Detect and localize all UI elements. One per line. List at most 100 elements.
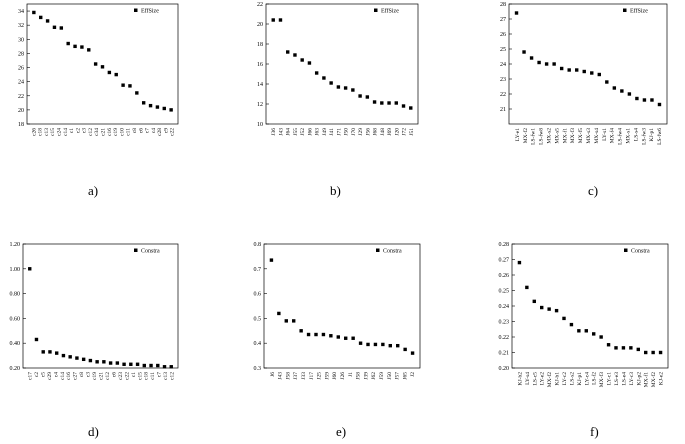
data-point-d [156, 363, 160, 368]
x-tick-label-a: c26 [31, 128, 37, 136]
data-point-b [293, 53, 297, 57]
data-point-e [269, 258, 274, 262]
y-tick-label-a: 28 [18, 51, 24, 57]
x-tick-label-c: MX-f3 [569, 128, 576, 144]
x-tick-label-b: J43 [278, 128, 284, 136]
y-tick-label-b: 10 [257, 122, 263, 128]
x-tick-label-d: c14 [60, 372, 66, 380]
data-point-f [569, 322, 574, 327]
plot-frame-c [508, 3, 668, 125]
data-point-d [169, 365, 173, 369]
x-tick-label-a: c16 [107, 128, 113, 136]
x-tick-label-f: LY-e2 [540, 372, 546, 385]
data-point-a [135, 91, 139, 95]
x-tick-label-c: MX-s5 [554, 128, 560, 144]
x-tick-label-a: c21 [101, 128, 107, 136]
x-tick-label-e: J65 [402, 372, 408, 380]
data-point-a [121, 83, 125, 87]
data-point-a [162, 106, 166, 111]
x-tick-label-a: c18 [38, 128, 44, 136]
data-point-d [149, 363, 153, 368]
data-point-a [169, 108, 173, 112]
plot-frame-e [263, 243, 421, 369]
x-tick-label-d: c16 [66, 372, 72, 380]
y-tick-label-b: 22 [257, 2, 263, 8]
legend-marker-b [374, 8, 378, 12]
x-tick-label-b: J56 [365, 128, 371, 136]
y-tick-label-c: 28 [500, 2, 506, 8]
x-tick-label-c: LY-s1 [602, 128, 608, 141]
x-tick-label-f: LY-c3 [629, 372, 635, 385]
data-point-f [644, 350, 648, 355]
y-tick-label-f: 0.28 [499, 242, 510, 248]
y-tick-label-f: 0.23 [499, 320, 510, 326]
x-tick-label-e: J59 [379, 372, 385, 380]
x-tick-label-f: KJ-p2 [636, 372, 642, 386]
x-tick-label-c: MX-s2 [547, 128, 553, 144]
legend-marker-a [134, 8, 138, 12]
data-point-b [286, 50, 290, 54]
x-tick-label-e: J60 [332, 372, 338, 380]
data-point-d [162, 365, 167, 369]
data-point-a [155, 105, 160, 109]
x-tick-label-f: MX-f1 [643, 372, 650, 388]
data-point-e [344, 336, 348, 340]
x-tick-label-c: LS-s4 [633, 128, 639, 141]
y-tick-label-d: 0.40 [10, 341, 21, 347]
data-point-d [61, 353, 66, 358]
x-tick-label-d: c3 [86, 372, 92, 377]
data-point-e [373, 342, 378, 347]
data-point-e [299, 329, 303, 333]
data-point-c [575, 68, 579, 72]
data-point-d [88, 358, 93, 363]
y-tick-label-e: 0.6 [254, 292, 262, 298]
x-tick-label-e: J37 [293, 372, 299, 380]
x-tick-label-a: c3 [82, 128, 88, 133]
data-point-f [525, 285, 529, 290]
x-tick-label-a: c24 [56, 128, 62, 136]
x-tick-label-c: MX-s3 [586, 128, 592, 144]
data-point-a [52, 25, 57, 29]
data-point-f [636, 347, 640, 352]
x-tick-label-a: c9 [163, 128, 169, 133]
plot-frame-a [26, 3, 179, 125]
x-tick-label-f: LY-c4 [584, 372, 590, 385]
x-tick-label-a: c22 [170, 128, 176, 136]
data-point-d [81, 357, 86, 362]
data-point-f [562, 316, 566, 321]
x-tick-label-f: MX-f2 [546, 372, 553, 388]
x-tick-label-c: MX-f1 [561, 128, 568, 144]
x-tick-label-a: c6 [138, 128, 144, 133]
data-point-c [544, 62, 549, 66]
x-tick-label-d: c27 [73, 372, 79, 380]
data-point-b [300, 58, 304, 62]
y-tick-label-a: 18 [18, 122, 24, 128]
x-tick-label-e: J57 [395, 372, 401, 380]
x-tick-label-b: J66 [307, 128, 313, 136]
data-point-b [329, 81, 333, 85]
data-point-c [567, 68, 571, 72]
x-tick-label-b: J50 [344, 128, 350, 136]
x-tick-label-b: J20 [394, 128, 400, 136]
data-point-b [322, 76, 326, 80]
x-tick-label-b: J70 [351, 128, 357, 136]
data-point-c [529, 56, 534, 60]
y-tick-label-d: 0.20 [10, 366, 21, 372]
data-point-e [321, 332, 326, 337]
data-point-a [100, 65, 105, 69]
x-tick-label-c: MX-s4 [594, 128, 600, 144]
x-tick-label-a: c19 [113, 128, 119, 136]
x-tick-label-d: c29 [47, 372, 53, 380]
x-tick-label-e: J58 [356, 372, 362, 380]
data-point-c [559, 66, 564, 71]
panel-label-f: f) [590, 424, 599, 439]
data-point-e [329, 334, 333, 338]
x-tick-label-c: KJ-p1 [649, 128, 655, 142]
x-tick-label-b: J69 [387, 128, 393, 136]
data-point-b [278, 18, 283, 22]
data-point-b [387, 101, 391, 105]
x-tick-label-b: J68 [373, 128, 379, 136]
y-tick-label-d: 0.80 [10, 292, 21, 298]
data-point-e [358, 341, 363, 345]
